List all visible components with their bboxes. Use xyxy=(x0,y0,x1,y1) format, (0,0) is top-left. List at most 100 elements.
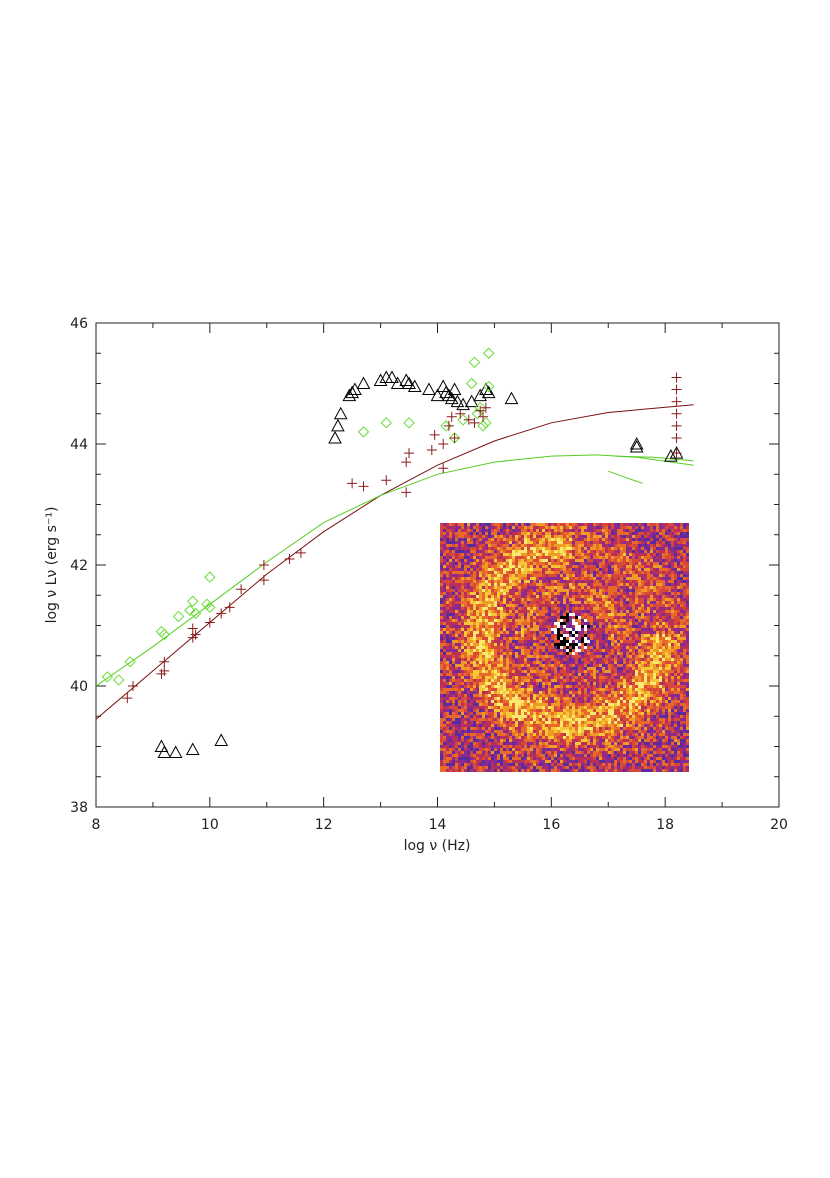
triangle-marker xyxy=(385,370,399,383)
data-markers xyxy=(101,347,684,759)
cross-marker xyxy=(224,602,235,613)
diamond-marker xyxy=(184,604,196,617)
cross-marker xyxy=(122,693,133,704)
x-tick-label: 12 xyxy=(315,817,333,833)
triangle-marker xyxy=(504,391,519,405)
diamond-marker xyxy=(483,347,495,359)
diamond-marker xyxy=(189,607,202,620)
cross-marker xyxy=(449,432,460,443)
diamond-marker xyxy=(357,426,370,438)
triangle-marker xyxy=(450,394,465,408)
diamond-marker xyxy=(113,674,125,686)
tick-labels: 8 10 12 14 16 18 20 38 40 42 44 46 xyxy=(70,316,788,833)
cross-marker xyxy=(443,420,454,431)
cross-marker xyxy=(671,432,682,443)
cross-marker xyxy=(258,575,269,586)
cross-marker xyxy=(438,439,449,449)
triangle-marker xyxy=(390,376,405,389)
diamond-marker xyxy=(204,601,216,614)
triangle-marker xyxy=(331,418,345,432)
diamond-marker xyxy=(124,656,136,668)
diamond-marker xyxy=(403,417,415,429)
x-tick-label: 16 xyxy=(542,817,560,833)
triangle-marker xyxy=(473,388,488,402)
cross-marker xyxy=(401,457,412,468)
cross-marker xyxy=(671,372,682,383)
cross-marker xyxy=(469,417,480,428)
model-curve xyxy=(608,470,643,484)
triangle-marker xyxy=(345,385,359,399)
cross-marker xyxy=(455,408,466,419)
cross-marker xyxy=(187,623,198,634)
cross-marker xyxy=(204,617,215,628)
cross-marker xyxy=(347,478,358,489)
cross-marker xyxy=(475,405,486,416)
x-tick-label: 18 xyxy=(656,817,674,833)
model-curves xyxy=(95,404,694,720)
triangle-marker xyxy=(333,406,348,420)
model-curve xyxy=(95,454,694,687)
cross-marker xyxy=(426,445,437,456)
cross-marker xyxy=(401,487,412,498)
axis-ticks xyxy=(95,322,780,808)
x-tick-label: 20 xyxy=(770,817,788,833)
triangle-marker xyxy=(356,376,371,389)
triangle-marker xyxy=(479,382,493,396)
triangle-marker xyxy=(402,376,416,389)
cross-marker xyxy=(671,420,682,431)
triangle-marker xyxy=(456,397,470,411)
triangle-marker xyxy=(348,382,362,396)
cross-marker xyxy=(236,584,247,595)
y-tick-label: 42 xyxy=(70,558,88,574)
diamond-marker xyxy=(480,417,492,429)
diamond-marker xyxy=(477,420,489,432)
cross-marker xyxy=(478,411,489,422)
triangle-marker xyxy=(214,733,229,746)
triangle-marker xyxy=(629,436,644,450)
triangle-marker xyxy=(444,391,459,405)
diamond-marker xyxy=(380,417,392,429)
diamond-marker xyxy=(483,380,495,393)
x-axis-title: log ν (Hz) xyxy=(404,838,471,854)
cross-marker xyxy=(438,463,449,474)
cross-marker xyxy=(463,414,474,425)
cross-marker xyxy=(295,547,306,558)
x-tick-label: 10 xyxy=(201,817,219,833)
diamond-marker xyxy=(155,625,168,638)
cross-marker xyxy=(159,656,170,667)
triangle-marker xyxy=(399,373,414,386)
cross-marker xyxy=(404,448,415,459)
cross-marker xyxy=(284,553,295,564)
diamond-marker xyxy=(187,595,199,608)
cross-marker xyxy=(671,448,682,459)
triangle-marker xyxy=(447,382,462,396)
y-tick-label: 44 xyxy=(70,437,88,453)
diamond-marker xyxy=(468,356,481,369)
triangle-marker xyxy=(439,385,453,399)
triangle-marker xyxy=(464,394,479,408)
diamond-marker xyxy=(204,571,216,583)
cross-marker xyxy=(446,411,457,422)
triangle-marker xyxy=(328,430,342,444)
cross-marker xyxy=(381,475,392,486)
model-curve xyxy=(613,455,694,462)
cross-marker xyxy=(671,384,682,395)
triangle-marker xyxy=(442,388,456,402)
y-tick-label: 38 xyxy=(70,800,88,816)
triangle-marker xyxy=(168,745,183,759)
x-tick-label: 14 xyxy=(429,817,447,833)
triangle-marker xyxy=(373,373,388,386)
triangle-marker xyxy=(342,388,357,402)
inset-image xyxy=(440,523,689,772)
diamond-marker xyxy=(172,610,185,623)
y-tick-label: 46 xyxy=(70,316,88,332)
cross-marker xyxy=(159,665,170,676)
cross-marker xyxy=(429,429,440,440)
cross-marker xyxy=(127,681,138,691)
triangle-marker xyxy=(185,742,200,756)
x-tick-label: 8 xyxy=(92,817,101,833)
cross-marker xyxy=(671,408,682,419)
diamond-marker xyxy=(101,671,114,683)
diamond-marker xyxy=(158,628,171,641)
